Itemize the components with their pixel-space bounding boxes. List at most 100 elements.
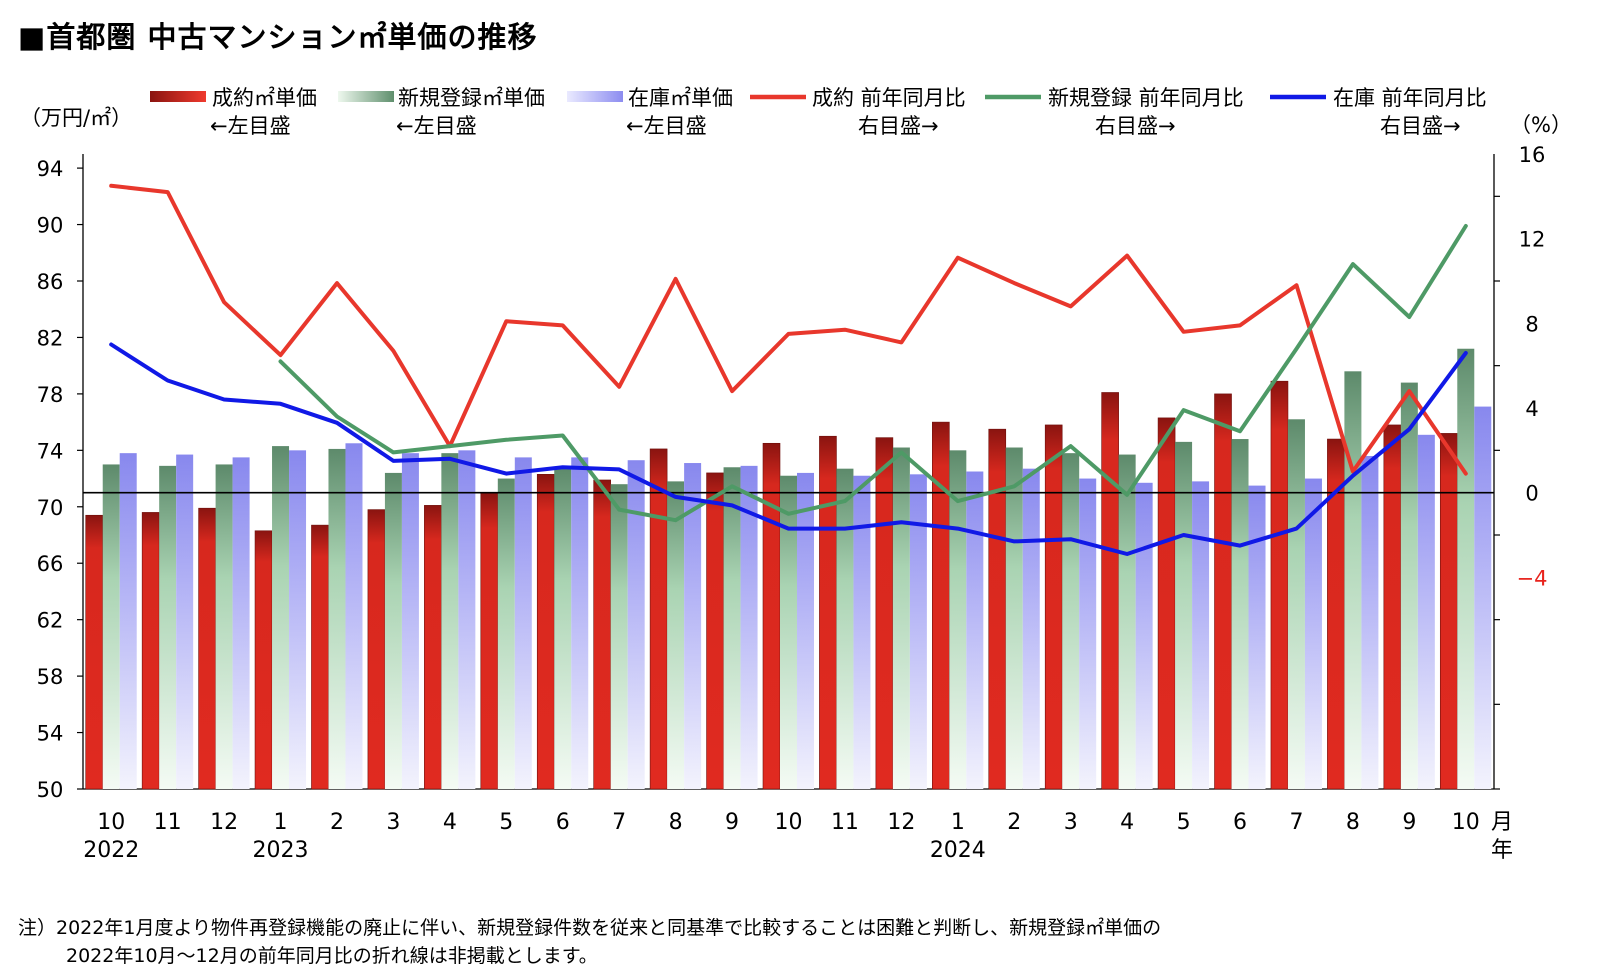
legend-new-listing-bar-swatch [338, 91, 394, 102]
right-tick-label: 4 [1525, 397, 1538, 421]
right-tick-label: 0 [1525, 482, 1538, 506]
left-tick-label: 62 [37, 609, 64, 633]
bar-contract-19 [1157, 417, 1176, 790]
bar-inventory-21 [1304, 478, 1322, 789]
legend-inventory-yoy-sub: 右目盛→ [1380, 114, 1461, 138]
chart-title: ■首都圏 中古マンション㎡単価の推移 [18, 20, 538, 54]
left-tick-label: 86 [37, 270, 64, 294]
x-tick-label: 9 [725, 810, 739, 835]
left-tick-label: 90 [37, 214, 64, 238]
legend-new-listing-yoy-sub: 右目盛→ [1095, 114, 1176, 138]
bar-new-listing-0 [102, 464, 120, 789]
bar-new-listing-23 [1400, 382, 1418, 789]
bar-contract-8 [536, 474, 555, 790]
legend-new-listing-bar-sub: ←左目盛 [396, 114, 477, 138]
left-tick-label: 82 [37, 326, 64, 350]
bar-new-listing-11 [723, 467, 741, 789]
bar-contract-7 [480, 492, 499, 790]
x-tick-label: 1 [951, 810, 965, 835]
x-tick-label: 6 [1233, 810, 1247, 835]
bar-new-listing-20 [1231, 439, 1249, 789]
bar-inventory-3 [289, 450, 307, 789]
bar-contract-12 [762, 442, 781, 790]
x-tick-label: 11 [831, 810, 859, 835]
bar-new-listing-9 [610, 484, 628, 789]
x-tick-label: 11 [154, 810, 182, 835]
legend-contract-yoy-sub: 右目盛→ [858, 114, 939, 138]
legend-contract-bar-sub: ←左目盛 [210, 114, 291, 138]
left-tick-label: 94 [37, 157, 64, 181]
bar-contract-11 [706, 472, 724, 790]
legend-new-listing-yoy-label: 新規登録 前年同月比 [1048, 86, 1244, 110]
x-tick-label: 4 [1120, 810, 1134, 835]
x-tick-label: 10 [775, 810, 803, 835]
bar-new-listing-17 [1062, 453, 1080, 789]
left-tick-label: 58 [37, 665, 64, 689]
bar-new-listing-1 [159, 465, 177, 789]
x-year-label: 2023 [253, 838, 309, 863]
x-tick-label: 5 [1177, 810, 1191, 835]
x-tick-label: 10 [1452, 810, 1480, 835]
bar-inventory-23 [1417, 434, 1435, 789]
left-tick-label: 66 [37, 552, 64, 576]
bar-inventory-20 [1248, 485, 1266, 789]
bar-new-listing-15 [949, 450, 967, 789]
legend-inventory-bar-label: 在庫㎡単価 [628, 86, 733, 110]
bar-new-listing-14 [892, 447, 910, 789]
bar-inventory-11 [740, 465, 758, 789]
x-tick-label: 12 [210, 810, 238, 835]
legend-contract-bar-swatch [150, 91, 206, 102]
bar-inventory-2 [232, 457, 250, 789]
legend-inventory-bar-sub: ←左目盛 [626, 114, 707, 138]
footnote-line-2: 2022年10月～12月の前年同月比の折れ線は非掲載とします。 [66, 945, 598, 967]
bar-contract-3 [254, 530, 273, 790]
legend-contract-bar-label: 成約㎡単価 [212, 86, 317, 110]
bar-new-listing-10 [667, 481, 685, 789]
bar-inventory-6 [458, 450, 476, 789]
bar-contract-9 [593, 479, 611, 790]
x-tick-label: 8 [1346, 810, 1360, 835]
bar-contract-23 [1383, 424, 1402, 790]
bar-inventory-1 [176, 454, 194, 789]
bar-inventory-13 [853, 475, 871, 789]
bar-new-listing-13 [836, 468, 854, 789]
bar-new-listing-3 [272, 446, 290, 789]
x-tick-label: 5 [499, 810, 513, 835]
bar-new-listing-5 [384, 472, 402, 789]
bar-new-listing-24 [1457, 348, 1475, 789]
x-tick-label: 1 [274, 810, 288, 835]
bar-inventory-14 [909, 474, 927, 789]
left-axis-label: （万円/㎡） [20, 106, 132, 130]
bar-new-listing-19 [1175, 441, 1193, 789]
bar-inventory-0 [119, 453, 137, 789]
bar-contract-0 [85, 514, 104, 790]
bar-contract-13 [819, 435, 837, 790]
right-tick-label: 12 [1519, 228, 1546, 252]
bar-contract-1 [141, 512, 160, 790]
line-inventory-yoy [109, 342, 1468, 556]
x-tick-label: 10 [97, 810, 125, 835]
bar-new-listing-4 [328, 448, 346, 789]
right-axis-label: （%） [1510, 113, 1572, 137]
bar-inventory-7 [514, 457, 532, 789]
x-unit-month: 月 [1491, 810, 1513, 835]
bar-inventory-22 [1361, 455, 1379, 789]
x-tick-label: 9 [1402, 810, 1416, 835]
bar-inventory-17 [1079, 478, 1097, 789]
bar-new-listing-22 [1344, 371, 1362, 789]
bar-contract-18 [1101, 392, 1119, 790]
line-contract-yoy [109, 183, 1468, 476]
bar-contract-21 [1270, 380, 1289, 790]
right-tick-label: 16 [1519, 143, 1546, 167]
bar-inventory-8 [571, 457, 589, 789]
right-tick-label: −4 [1517, 566, 1548, 590]
bar-new-listing-18 [1118, 454, 1136, 789]
bar-new-listing-12 [780, 475, 797, 789]
bar-inventory-16 [1022, 468, 1040, 789]
bar-contract-4 [311, 524, 329, 790]
bar-inventory-4 [345, 443, 363, 789]
bar-contract-17 [1044, 424, 1063, 790]
left-tick-label: 50 [37, 778, 64, 802]
bar-new-listing-7 [497, 478, 515, 789]
